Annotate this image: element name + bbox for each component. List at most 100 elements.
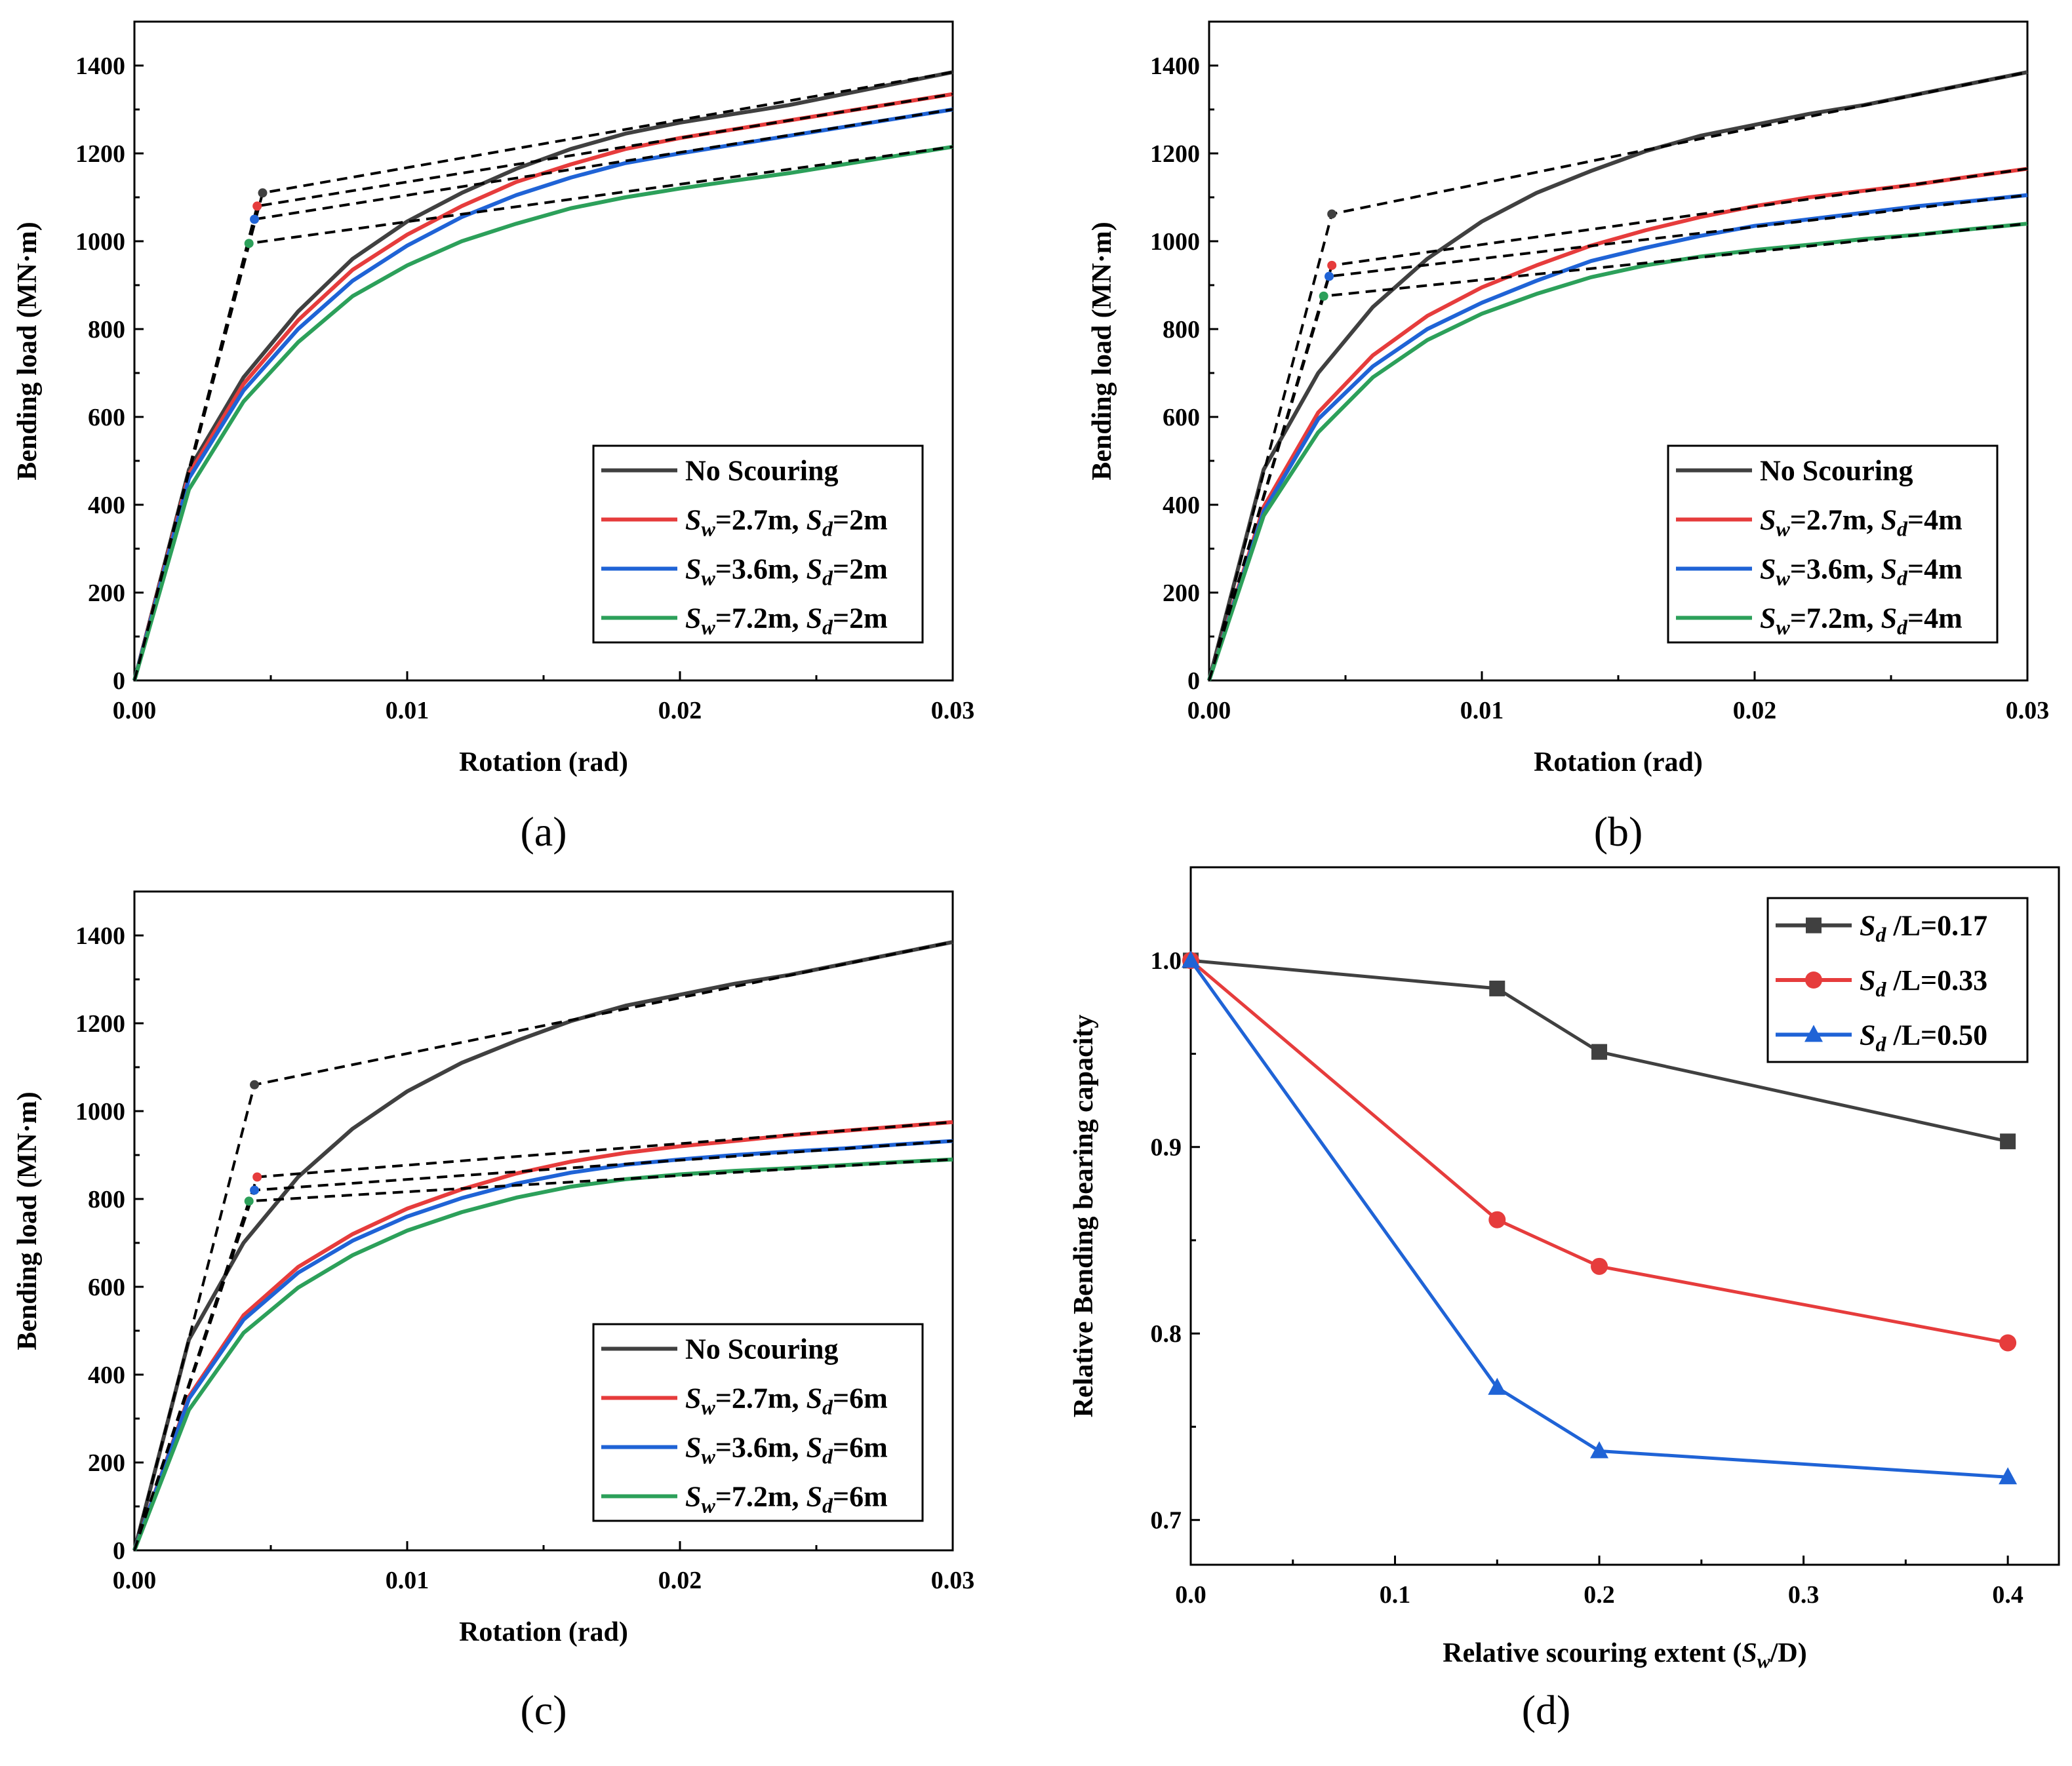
x-tick-label: 0.0 [1175, 1581, 1206, 1609]
yield-point-1 [252, 1172, 262, 1182]
y-tick-label: 600 [88, 404, 125, 431]
text-span: d [1875, 977, 1886, 1001]
y-tick-label: 1200 [75, 1010, 125, 1038]
x-tick-label: 0.4 [1992, 1581, 2023, 1609]
text-span: =3.6m, [715, 553, 807, 585]
y-tick-label: 200 [1163, 579, 1200, 607]
text-span: =4m [1907, 553, 1962, 585]
y-axis-label: Relative Bending bearing capacity [1069, 1015, 1099, 1418]
series-line-3 [132, 1157, 953, 1552]
panel-label: (c) [520, 1687, 567, 1733]
y-tick-label: 400 [88, 1362, 125, 1389]
legend-box [592, 1323, 924, 1522]
text-span: d [1875, 923, 1886, 947]
yield-point-3 [244, 1196, 254, 1206]
y-tick-label: 200 [88, 579, 125, 607]
panel-d: 0.0 0.1 0.2 0.3 0.4 0.7 0.8 0.9 1.0 Relative scou… [1069, 866, 2060, 1733]
text-span: d [1897, 517, 1908, 541]
yield-point-3 [244, 239, 254, 248]
series-line-0 [132, 70, 953, 681]
panel-c: 0.00 0.01 0.02 0.03 0 200 400 600 800 1000 1200 140… [12, 890, 974, 1733]
text-span: w [701, 616, 715, 639]
text-span: /L=0.17 [1886, 910, 1987, 942]
y-tick-label: 1.0 [1151, 947, 1182, 975]
text-span: d [1897, 616, 1908, 639]
text-span: =7.2m, [1790, 602, 1881, 635]
y-tick-label: 1200 [1150, 140, 1200, 168]
text-span: d [822, 1494, 833, 1518]
text-span: w [1776, 517, 1790, 541]
data-point-circle [1488, 1211, 1506, 1228]
x-tick-label: 0.3 [1788, 1581, 1820, 1609]
y-axis-label: Bending load (MN·m) [1087, 222, 1117, 480]
yield-point-3 [1319, 291, 1328, 301]
legend-label-1: Sw=2.7m, Sd=4m [1760, 504, 1962, 541]
text-span: S [1860, 910, 1875, 942]
text-span: =3.6m, [715, 1432, 807, 1464]
data-point-triangle [1999, 1467, 2018, 1485]
text-span: d [1875, 1032, 1886, 1055]
legend-marker [1804, 1025, 1823, 1042]
x-tick-label: 0.02 [658, 1567, 702, 1594]
text-span: S [685, 1432, 701, 1464]
text-span: =6m [833, 1432, 888, 1464]
text-span: =4m [1907, 602, 1962, 635]
y-tick-label: 0 [113, 667, 125, 695]
text-span: w [701, 1445, 715, 1468]
x-axis-label: Relative scouring extent (Sw/D) [1443, 1638, 1806, 1672]
data-point-square [2000, 1133, 2016, 1150]
text-span: S [807, 1481, 822, 1513]
x-tick-label: 0.1 [1380, 1581, 1411, 1609]
panel-label: (a) [520, 808, 567, 855]
text-span: Relative scouring extent ( [1443, 1638, 1742, 1668]
text-span: S [1860, 964, 1875, 996]
legend-label-2: Sd /L=0.50 [1860, 1019, 1987, 1055]
y-tick-label: 1400 [75, 922, 125, 950]
legend-label-2: Sw=3.6m, Sd=4m [1760, 553, 1962, 590]
text-span: S [1760, 602, 1776, 635]
legend-label-0: No Scouring [685, 455, 838, 487]
text-span: =2.7m, [715, 504, 807, 536]
text-span: d [822, 616, 833, 639]
series-line-1 [132, 1120, 953, 1552]
legend-label-1: Sw=2.7m, Sd=2m [685, 504, 888, 541]
y-tick-label: 0 [1187, 667, 1200, 695]
panel-label: (d) [1522, 1687, 1571, 1733]
text-span: =6m [833, 1481, 888, 1513]
text-span: =6m [833, 1383, 888, 1415]
x-tick-label: 0.03 [2006, 697, 2050, 724]
legend-label-1: Sd /L=0.33 [1860, 964, 1987, 1001]
text-span: d [822, 1396, 833, 1419]
x-tick-label: 0.01 [386, 1567, 429, 1594]
text-span: =2.7m, [1790, 504, 1881, 536]
data-point-square [1591, 1044, 1608, 1060]
legend-label-2: Sw=3.6m, Sd=6m [685, 1432, 888, 1468]
data-point-triangle [1488, 1377, 1507, 1395]
text-span: =4m [1907, 504, 1962, 536]
text-span: w [1776, 566, 1790, 590]
y-tick-label: 1000 [75, 1098, 125, 1126]
text-span: S [685, 1481, 701, 1513]
y-tick-label: 0 [113, 1537, 125, 1565]
x-tick-label: 0.00 [1187, 697, 1231, 724]
y-tick-label: 1000 [75, 228, 125, 256]
text-span: w [1776, 616, 1790, 639]
text-span: S [1760, 553, 1776, 585]
text-span: d [1897, 566, 1908, 590]
text-span: /L=0.50 [1886, 1019, 1987, 1051]
x-tick-label: 0.01 [386, 697, 429, 724]
legend-label-0: No Scouring [685, 1333, 838, 1365]
text-span: d [822, 566, 833, 590]
legend-box [1667, 444, 1999, 644]
x-axis-label: Rotation (rad) [459, 747, 628, 777]
y-tick-label: 0.9 [1151, 1134, 1182, 1162]
text-span: w [701, 1396, 715, 1419]
text-span: =2.7m, [715, 1383, 807, 1415]
text-span: =7.2m, [715, 1481, 807, 1513]
series-line-0 [1207, 70, 2028, 681]
data-point-triangle [1590, 1441, 1609, 1459]
